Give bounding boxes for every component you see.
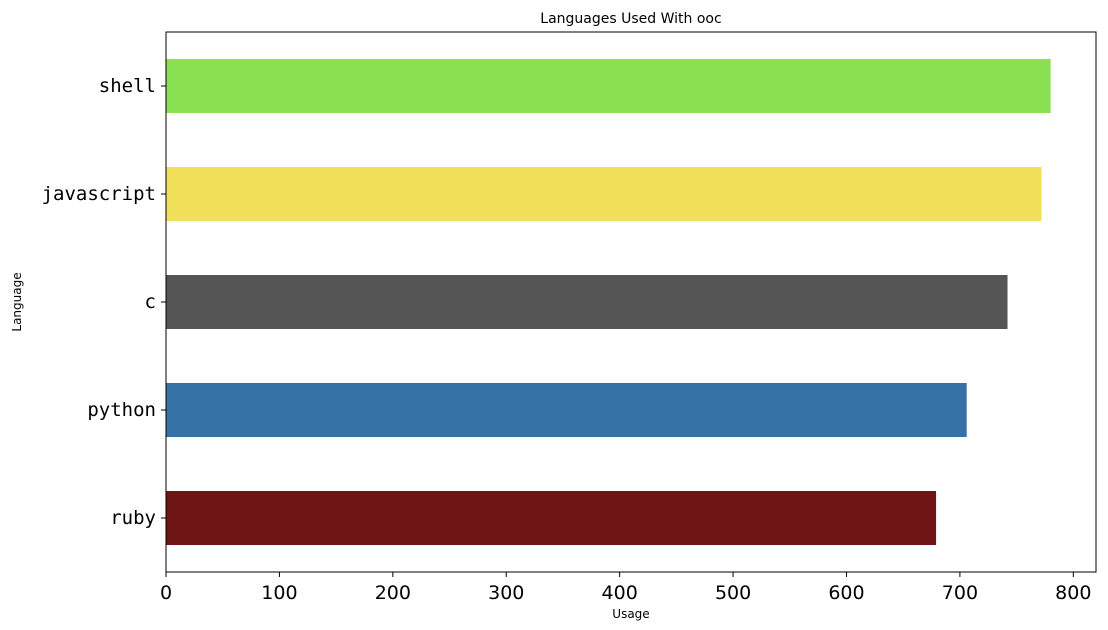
- bar-python: [166, 383, 967, 437]
- x-axis-label: Usage: [612, 607, 649, 621]
- category-label-python: python: [87, 399, 156, 421]
- plot-frame: [165, 31, 1097, 573]
- bar-ruby: [166, 491, 937, 545]
- category-label-javascript: javascript: [42, 183, 156, 205]
- x-tick-label: 200: [375, 582, 411, 604]
- x-tick-label: 300: [488, 582, 524, 604]
- x-tick-label: 700: [942, 582, 978, 604]
- x-tick-label: 800: [1055, 582, 1091, 604]
- bars: [166, 59, 1051, 545]
- x-axis-ticks: 0 100 200 300 400 500 600 700 800: [160, 572, 1091, 604]
- x-tick-label: 100: [261, 582, 297, 604]
- x-tick-label: 0: [160, 582, 172, 604]
- category-labels: ruby python c javascript shell: [42, 75, 166, 529]
- category-label-shell: shell: [99, 75, 156, 97]
- y-axis-label: Language: [10, 272, 24, 331]
- category-label-c: c: [145, 291, 156, 313]
- x-tick-label: 500: [715, 582, 751, 604]
- bar-javascript: [166, 167, 1042, 221]
- x-tick-label: 600: [828, 582, 864, 604]
- category-label-ruby: ruby: [110, 507, 156, 529]
- x-tick-label: 400: [602, 582, 638, 604]
- bar-c: [166, 275, 1008, 329]
- bar-shell: [166, 59, 1051, 113]
- chart-title: Languages Used With ooc: [540, 11, 721, 27]
